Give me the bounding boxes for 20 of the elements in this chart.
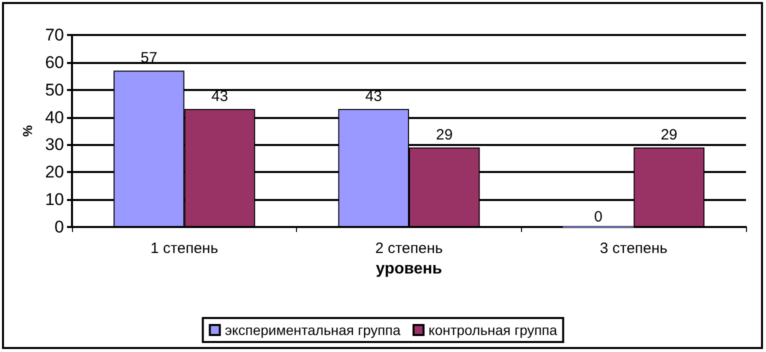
y-tick-label: 30: [45, 135, 64, 154]
data-label: 29: [436, 126, 453, 144]
y-axis-title: %: [20, 124, 36, 137]
y-tick-label: 40: [45, 108, 64, 127]
data-label: 43: [211, 88, 228, 106]
data-label: 43: [365, 88, 382, 106]
y-tick-label: 20: [45, 162, 64, 182]
data-label: 29: [660, 126, 678, 144]
y-tick-label: 0: [54, 218, 64, 236]
x-tick-label: 3 степень: [600, 240, 668, 257]
x-axis-title: уровень: [376, 260, 442, 278]
y-tick-label: 60: [45, 52, 64, 72]
y-tick-label: 70: [45, 26, 64, 44]
x-tick-label: 1 степень: [150, 240, 218, 257]
x-tick-label: 2 степень: [375, 240, 443, 257]
legend-label: экспериментальная группа: [224, 322, 401, 338]
y-tick-label: 10: [45, 190, 64, 210]
data-label: 0: [594, 208, 602, 226]
legend-label: контрольная группа: [428, 322, 558, 338]
y-tick-label: 50: [45, 80, 64, 100]
